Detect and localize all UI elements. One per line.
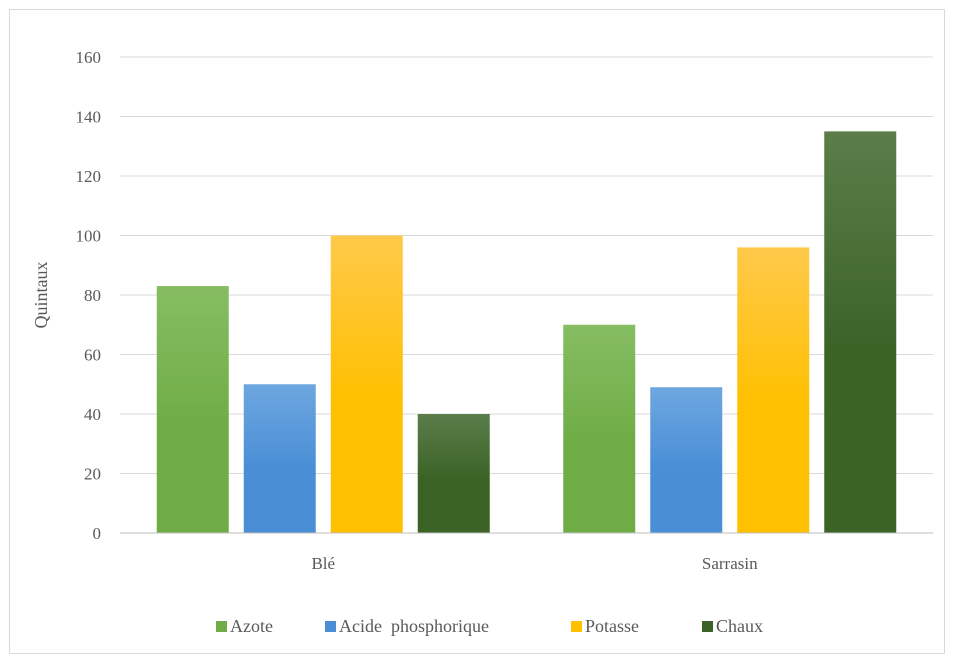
y-tick-label: 60 [84, 346, 101, 365]
y-axis-ticks: 0 20 40 60 80 100 120 140 160 [76, 48, 102, 543]
legend-swatch [325, 621, 336, 632]
y-tick-label: 40 [84, 405, 101, 424]
x-axis-categories: Blé Sarrasin [311, 554, 758, 573]
y-tick-label: 20 [84, 465, 101, 484]
y-axis-label: Quintaux [31, 262, 51, 329]
legend-item: Azote [216, 616, 273, 636]
legend-swatch [216, 621, 227, 632]
y-tick-label: 0 [93, 524, 102, 543]
bar-potasse-sarrasin [737, 247, 810, 533]
y-tick-label: 80 [84, 286, 101, 305]
y-tick-label: 120 [76, 167, 102, 186]
bars [156, 131, 897, 533]
y-tick-label: 140 [76, 108, 102, 127]
legend-item: Acide phosphorique [325, 616, 489, 636]
bar-azote-blé [156, 286, 229, 533]
y-tick-label: 100 [76, 227, 102, 246]
legend-label: Chaux [716, 616, 763, 636]
bar-chaux-blé [417, 414, 490, 533]
legend-label: Azote [230, 616, 273, 636]
bar-chaux-sarrasin [824, 131, 897, 533]
x-category-label: Sarrasin [702, 554, 758, 573]
legend: Azote Acide phosphorique Potasse Chaux [216, 616, 763, 636]
legend-item: Potasse [571, 616, 639, 636]
y-tick-label: 160 [76, 48, 102, 67]
legend-label: Acide phosphorique [339, 616, 489, 636]
legend-swatch [571, 621, 582, 632]
legend-item: Chaux [702, 616, 763, 636]
bar-azote-sarrasin [563, 324, 636, 533]
legend-swatch [702, 621, 713, 632]
bar-acide-phosphorique-blé [243, 384, 316, 533]
legend-label: Potasse [585, 616, 639, 636]
bar-potasse-blé [330, 235, 403, 533]
x-category-label: Blé [311, 554, 335, 573]
bar-acide-phosphorique-sarrasin [650, 387, 723, 533]
gridlines [120, 56, 933, 474]
